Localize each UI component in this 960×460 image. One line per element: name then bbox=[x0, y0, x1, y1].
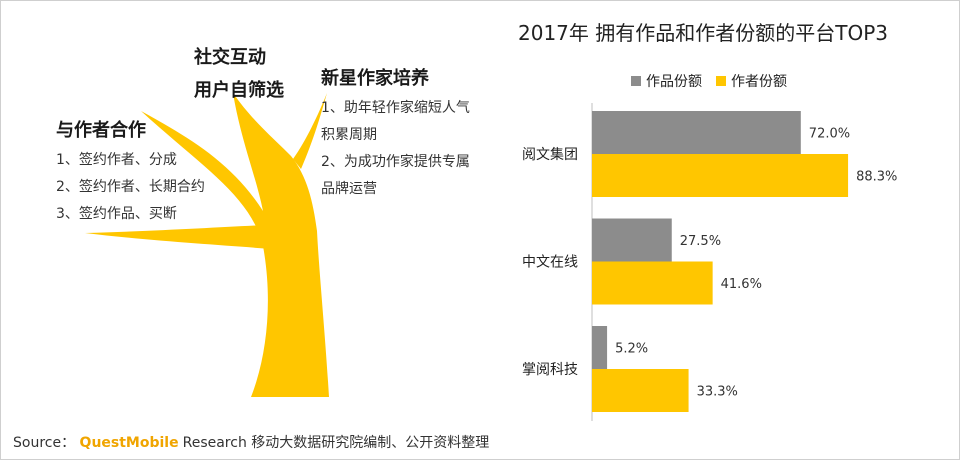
bar-authors bbox=[592, 154, 849, 197]
new-star-block: 新星作家培养 1、助年轻作家缩短人气 积累周期 2、为成功作家提供专属 品牌运营 bbox=[321, 67, 470, 203]
data-label: 41.6% bbox=[721, 277, 762, 292]
bar-works bbox=[592, 326, 608, 369]
chart-legend: 作品份额 作者份额 bbox=[631, 71, 801, 91]
data-label: 5.2% bbox=[615, 342, 648, 357]
category-label: 掌阅科技 bbox=[522, 362, 578, 378]
author-coop-block: 与作者合作 1、签约作者、分成 2、签约作者、长期合约 3、签约作品、买断 bbox=[56, 119, 205, 228]
tree-trunk bbox=[141, 93, 329, 397]
tree-branch-right bbox=[293, 93, 327, 169]
author-coop-title: 与作者合作 bbox=[56, 120, 146, 141]
category-label: 阅文集团 bbox=[522, 146, 578, 163]
social-line: 用户自筛选 bbox=[194, 80, 284, 101]
author-coop-item: 1、签约作者、分成 bbox=[56, 152, 177, 168]
legend-item-authors: 作者份额 bbox=[716, 71, 787, 91]
new-star-title: 新星作家培养 bbox=[321, 68, 429, 89]
data-label: 27.5% bbox=[680, 234, 721, 249]
tree-illustration bbox=[85, 93, 329, 397]
bar-works bbox=[592, 218, 672, 262]
new-star-item: 品牌运营 bbox=[321, 181, 377, 197]
bar-works bbox=[592, 111, 801, 154]
author-coop-item: 3、签约作品、买断 bbox=[56, 206, 177, 222]
data-label: 33.3% bbox=[697, 385, 738, 400]
social-block: 社交互动 用户自筛选 bbox=[194, 41, 284, 107]
legend-item-works: 作品份额 bbox=[631, 71, 702, 91]
data-label: 72.0% bbox=[809, 127, 850, 142]
source-label: Source： bbox=[13, 435, 76, 451]
brand-name: QuestMobile bbox=[79, 435, 179, 451]
legend-label: 作品份额 bbox=[646, 74, 702, 90]
author-coop-item: 2、签约作者、长期合约 bbox=[56, 179, 205, 195]
bar-authors bbox=[592, 369, 689, 412]
legend-swatch bbox=[631, 76, 641, 86]
chart-title: 2017年 拥有作品和作者份额的平台TOP3 bbox=[518, 21, 888, 45]
legend-swatch bbox=[716, 76, 726, 86]
data-label: 88.3% bbox=[856, 170, 897, 185]
legend-label: 作者份额 bbox=[731, 74, 787, 90]
source-footer: Source： QuestMobile Research 移动大数据研究院编制、公… bbox=[13, 432, 489, 452]
new-star-item: 2、为成功作家提供专属 bbox=[321, 154, 470, 170]
source-text: Research 移动大数据研究院编制、公开资料整理 bbox=[182, 435, 490, 451]
new-star-item: 1、助年轻作家缩短人气 bbox=[321, 100, 470, 116]
new-star-item: 积累周期 bbox=[321, 127, 377, 143]
tree-branch-left-low bbox=[85, 225, 271, 249]
category-label: 中文在线 bbox=[522, 255, 578, 271]
social-line: 社交互动 bbox=[194, 47, 266, 68]
bar-authors bbox=[592, 261, 713, 305]
